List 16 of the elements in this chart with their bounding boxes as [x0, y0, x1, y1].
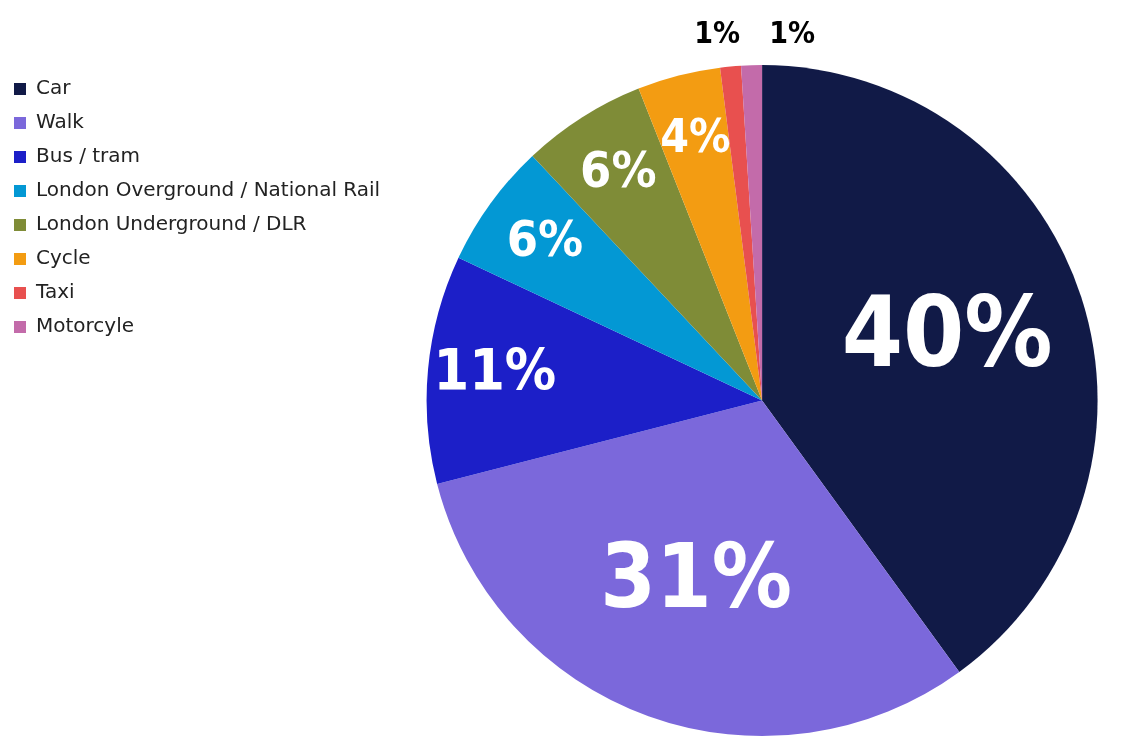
data-label: 1% [694, 14, 740, 50]
legend-label: Taxi [35, 279, 75, 304]
legend-label: Walk [36, 109, 85, 134]
data-label: 31% [600, 523, 792, 628]
data-label: 6% [506, 209, 584, 268]
legend-label: London Overground / National Rail [36, 177, 381, 202]
legend-label: Motorcyle [36, 313, 135, 338]
data-label: 11% [433, 337, 557, 404]
legend-label: London Underground / DLR [36, 211, 307, 236]
legend-label: Cycle [36, 245, 91, 270]
legend-label: Car [36, 75, 72, 100]
data-label: 40% [841, 274, 1053, 389]
data-label: 4% [660, 109, 731, 164]
data-label: 1% [769, 14, 815, 50]
data-label: 6% [580, 140, 657, 199]
legend-label: Bus / tram [36, 143, 141, 168]
